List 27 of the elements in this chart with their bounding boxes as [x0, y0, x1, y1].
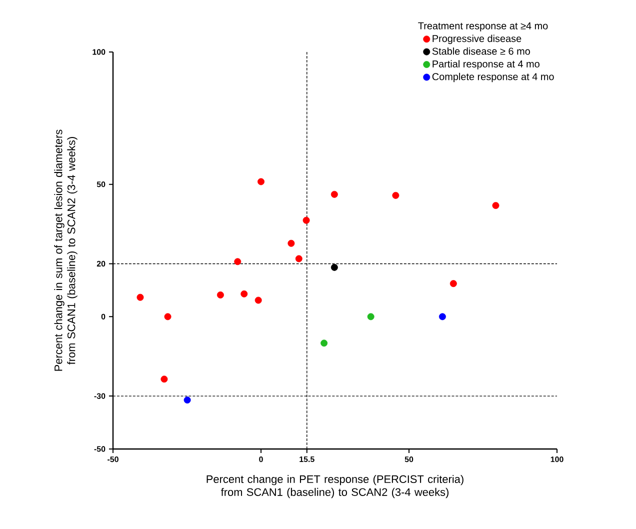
legend-label: Progressive disease: [432, 34, 522, 44]
legend-label: Complete response at 4 mo: [432, 72, 554, 82]
point: [164, 313, 172, 320]
point: [295, 255, 302, 262]
point: [450, 280, 457, 288]
point: [330, 264, 338, 271]
point: [320, 340, 328, 347]
point: [330, 190, 338, 198]
point: [288, 240, 295, 247]
legend-label: Stable disease ≥ 6 mo: [432, 47, 530, 55]
point: [254, 296, 262, 304]
point: [258, 178, 264, 186]
point: [136, 294, 144, 301]
point: [392, 192, 400, 199]
y-axis-title: Percent change in sum of target lesion diameters from SCAN1 (baseline) to SCAN2 (3-4 weeks): [54, 130, 78, 371]
legend-label: Partial response at 4 mo: [432, 60, 540, 70]
point: [184, 396, 191, 404]
point: [367, 313, 374, 320]
point: [438, 313, 446, 320]
point: [302, 216, 310, 224]
point: [216, 291, 224, 298]
point: [160, 376, 168, 383]
point: [492, 202, 500, 209]
point: [234, 258, 242, 266]
x-axis-title: Percent change in PET response (PERCIST criteria) from SCAN1 (baseline) to SCAN2 (3-4 weeks): [206, 474, 464, 498]
legend-title: Treatment response at ≥4 mo: [418, 22, 548, 32]
point: [240, 290, 248, 298]
